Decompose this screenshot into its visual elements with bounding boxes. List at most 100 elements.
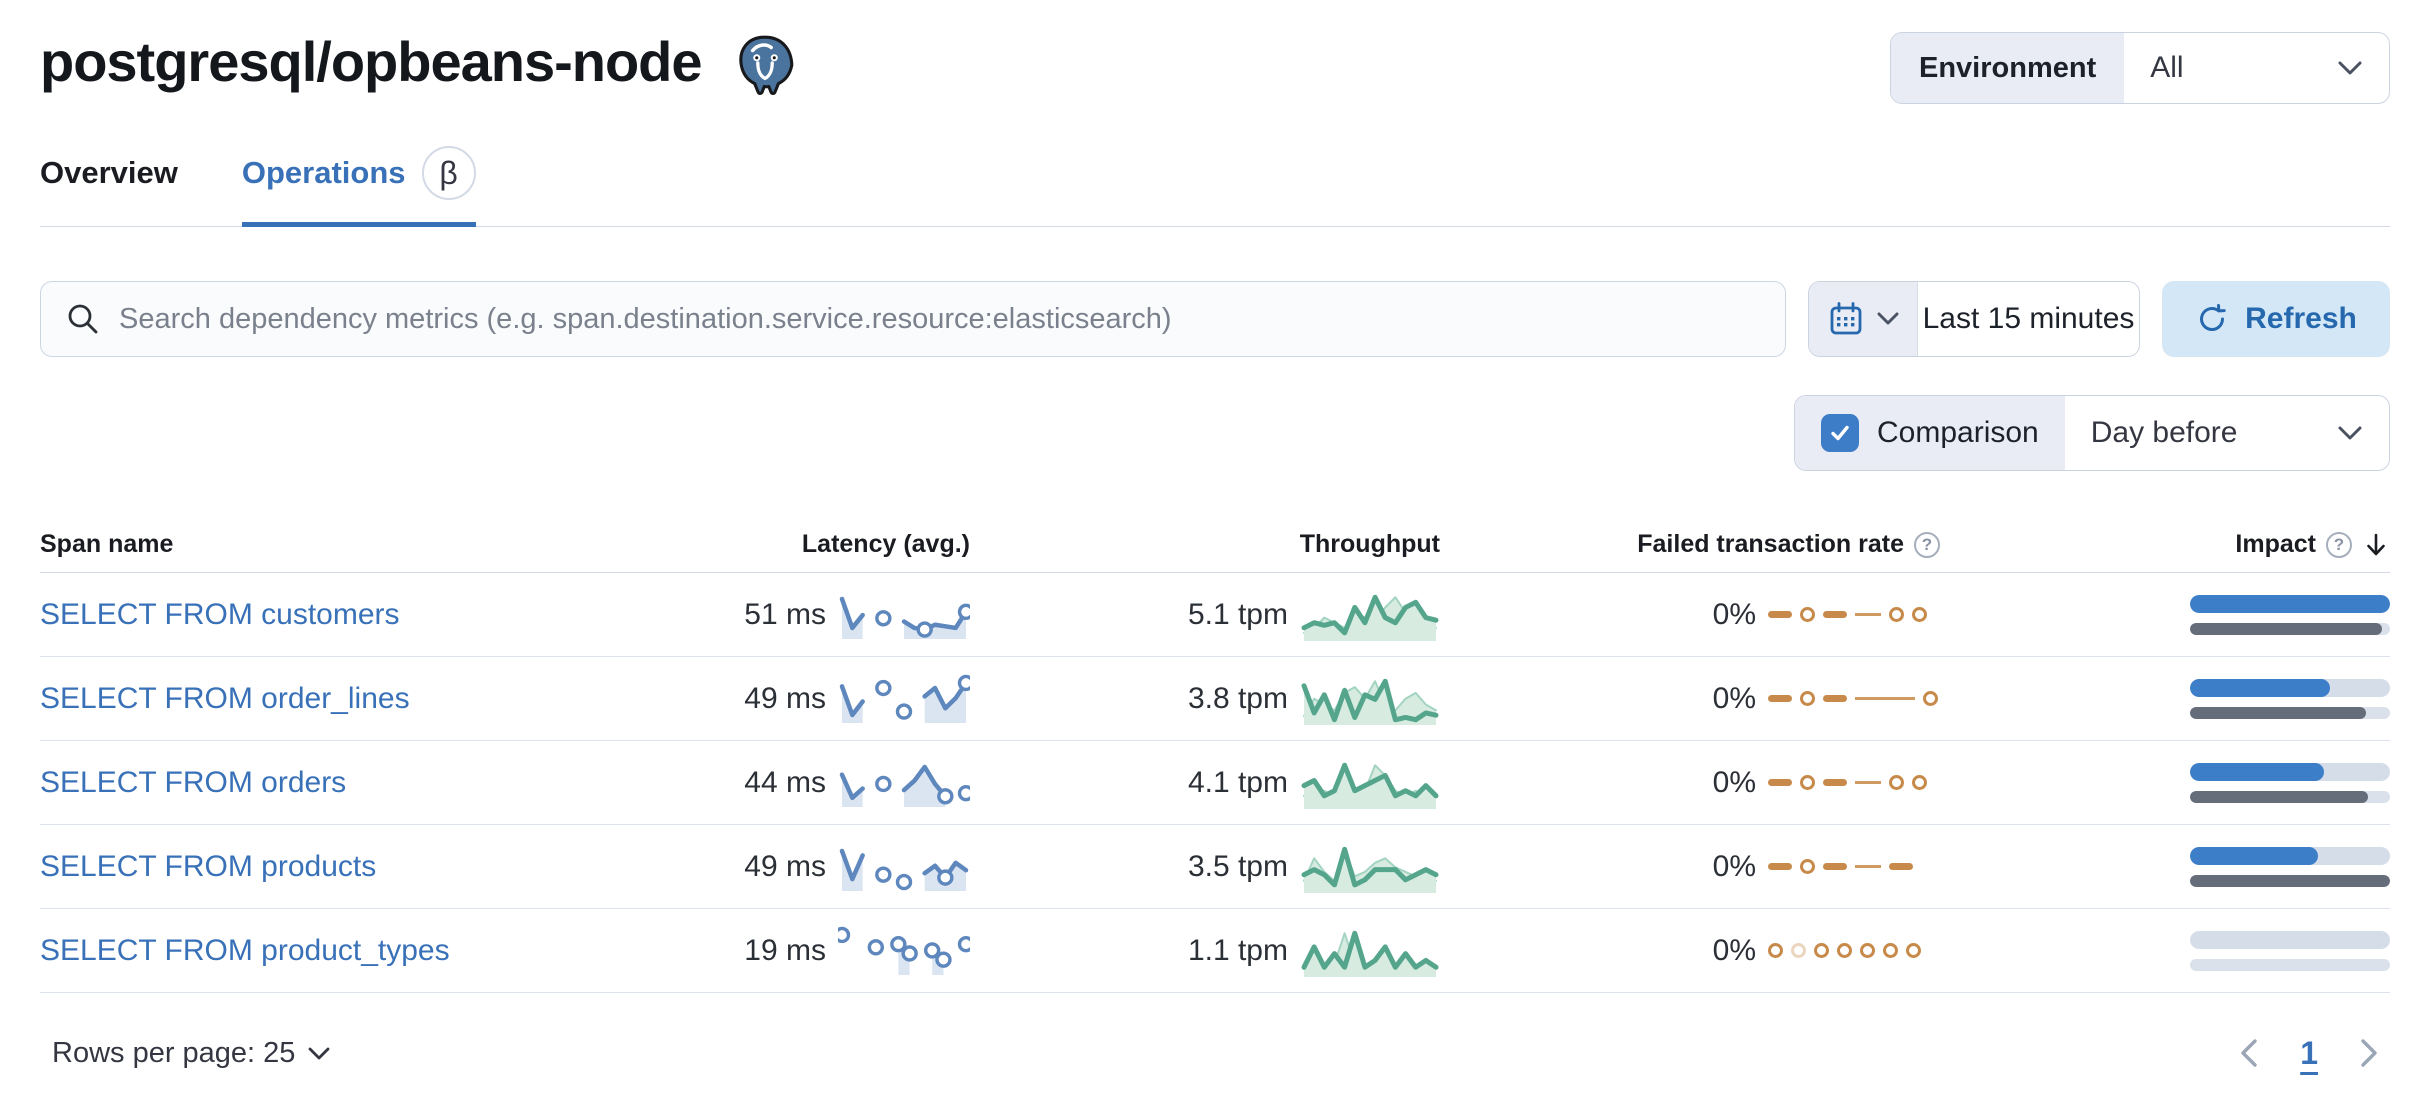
span-link[interactable]: SELECT FROM products: [40, 849, 377, 883]
chevron-down-icon: [1877, 312, 1899, 326]
throughput-value: 3.5 tpm: [1187, 849, 1288, 883]
tab-overview-label: Overview: [40, 155, 178, 190]
table-header-row: Span name Latency (avg.) Throughput Fail…: [40, 517, 2390, 573]
table-row: SELECT FROM orders 44 ms 4.1 tpm 0%: [40, 741, 2390, 825]
span-link[interactable]: SELECT FROM order_lines: [40, 681, 410, 715]
impact-bars: [2190, 594, 2390, 635]
failed-rate-sparkline: [1768, 691, 1940, 706]
span-link[interactable]: SELECT FROM product_types: [40, 933, 450, 967]
environment-filter-label: Environment: [1891, 33, 2125, 103]
time-range-button[interactable]: Last 15 minutes: [1922, 302, 2135, 335]
tab-bar: Overview Operations β: [40, 146, 2390, 227]
failed-rate-dot: [1768, 943, 1783, 958]
comparison-selected-value: Day before: [2090, 416, 2238, 449]
latency-sparkline: [839, 674, 970, 723]
impact-bar-previous: [2190, 622, 2382, 635]
failed-rate-dot: [1906, 943, 1921, 958]
column-header-failed-rate-label: Failed transaction rate: [1637, 530, 1904, 558]
column-header-failed-rate[interactable]: Failed transaction rate ?: [1440, 530, 1940, 559]
refresh-button[interactable]: Refresh: [2162, 281, 2390, 357]
impact-bar-previous: [2190, 706, 2366, 719]
next-page-button[interactable]: [2358, 1037, 2380, 1069]
operations-table: Span name Latency (avg.) Throughput Fail…: [40, 517, 2390, 993]
failed-rate-dash: [1823, 611, 1847, 618]
impact-bars: [2190, 678, 2390, 719]
failed-rate-dash: [1855, 781, 1881, 784]
span-link[interactable]: SELECT FROM orders: [40, 765, 347, 799]
failed-rate-dash: [1889, 863, 1913, 870]
throughput-sparkline: [1301, 930, 1439, 977]
help-icon[interactable]: ?: [2326, 531, 2352, 558]
column-header-latency[interactable]: Latency (avg.): [801, 530, 970, 558]
throughput-value: 1.1 tpm: [1187, 933, 1288, 967]
tab-operations[interactable]: Operations β: [241, 146, 476, 227]
help-icon[interactable]: ?: [1914, 531, 1940, 558]
page-header: postgresql/opbeans-node Environment All: [40, 26, 2390, 104]
search-icon: [65, 301, 101, 337]
sort-descending-icon: [2362, 531, 2390, 559]
impact-bars: [2190, 930, 2390, 971]
failed-rate-value: 0%: [1712, 849, 1756, 883]
latency-value: 51 ms: [744, 597, 826, 631]
failed-rate-dash: [1823, 779, 1847, 786]
refresh-icon: [2195, 302, 2229, 336]
column-header-span-name[interactable]: Span name: [40, 530, 174, 558]
failed-rate-dash: [1855, 613, 1881, 616]
impact-bar-previous: [2190, 790, 2368, 803]
comparison-toggle: Comparison: [1795, 396, 2065, 470]
failed-rate-sparkline: [1768, 859, 1940, 874]
search-input[interactable]: [119, 302, 1761, 336]
failed-rate-value: 0%: [1712, 933, 1756, 967]
failed-rate-dot: [1883, 943, 1898, 958]
failed-rate-dot: [1860, 943, 1875, 958]
failed-rate-sparkline: [1768, 607, 1940, 622]
failed-rate-dot: [1791, 943, 1806, 958]
failed-rate-dash: [1768, 779, 1792, 786]
failed-rate-dash: [1768, 611, 1792, 618]
comparison-checkbox[interactable]: [1821, 414, 1859, 452]
environment-selected-value: All: [2150, 51, 2184, 84]
latency-sparkline: [838, 926, 970, 975]
pagination: 1: [2238, 1035, 2390, 1072]
calendar-icon: [1827, 300, 1865, 338]
column-header-throughput[interactable]: Throughput: [1299, 530, 1440, 558]
beta-badge: β: [421, 146, 476, 200]
latency-value: 49 ms: [744, 849, 826, 883]
tab-overview[interactable]: Overview: [40, 146, 178, 227]
impact-bar-previous: [2190, 874, 2390, 887]
environment-filter: Environment All: [1890, 32, 2390, 104]
failed-rate-dot: [1889, 775, 1904, 790]
latency-value: 44 ms: [744, 765, 826, 799]
throughput-value: 5.1 tpm: [1187, 597, 1288, 631]
failed-rate-dot: [1889, 607, 1904, 622]
failed-rate-dash: [1855, 865, 1881, 868]
impact-bars: [2190, 762, 2390, 803]
throughput-value: 4.1 tpm: [1187, 765, 1288, 799]
environment-select[interactable]: All: [2124, 33, 2389, 103]
column-header-impact[interactable]: Impact ?: [1940, 530, 2390, 559]
refresh-button-label: Refresh: [2245, 302, 2357, 335]
date-picker-calendar-button[interactable]: [1809, 282, 1918, 356]
failed-rate-sparkline: [1768, 943, 1940, 958]
rows-per-page-button[interactable]: Rows per page: 25: [40, 1037, 331, 1070]
latency-sparkline: [839, 596, 970, 639]
throughput-sparkline: [1301, 594, 1439, 641]
failed-rate-dot: [1837, 943, 1852, 958]
table-footer: Rows per page: 25 1: [40, 1015, 2390, 1091]
impact-bar-current: [2190, 594, 2390, 613]
failed-rate-dash: [1823, 863, 1847, 870]
throughput-sparkline: [1301, 846, 1439, 893]
span-link[interactable]: SELECT FROM customers: [40, 597, 400, 631]
failed-rate-dash: [1768, 863, 1792, 870]
table-row: SELECT FROM product_types 19 ms 1.1 tpm …: [40, 909, 2390, 993]
postgresql-icon: [732, 32, 798, 98]
page-number[interactable]: 1: [2300, 1034, 2318, 1071]
search-bar: [40, 281, 1786, 357]
table-row: SELECT FROM customers 51 ms 5.1 tpm 0%: [40, 573, 2390, 657]
failed-rate-dot: [1814, 943, 1829, 958]
failed-rate-value: 0%: [1712, 597, 1756, 631]
previous-page-button[interactable]: [2238, 1037, 2260, 1069]
table-row: SELECT FROM products 49 ms 3.5 tpm 0%: [40, 825, 2390, 909]
comparison-select[interactable]: Day before: [2065, 396, 2389, 470]
